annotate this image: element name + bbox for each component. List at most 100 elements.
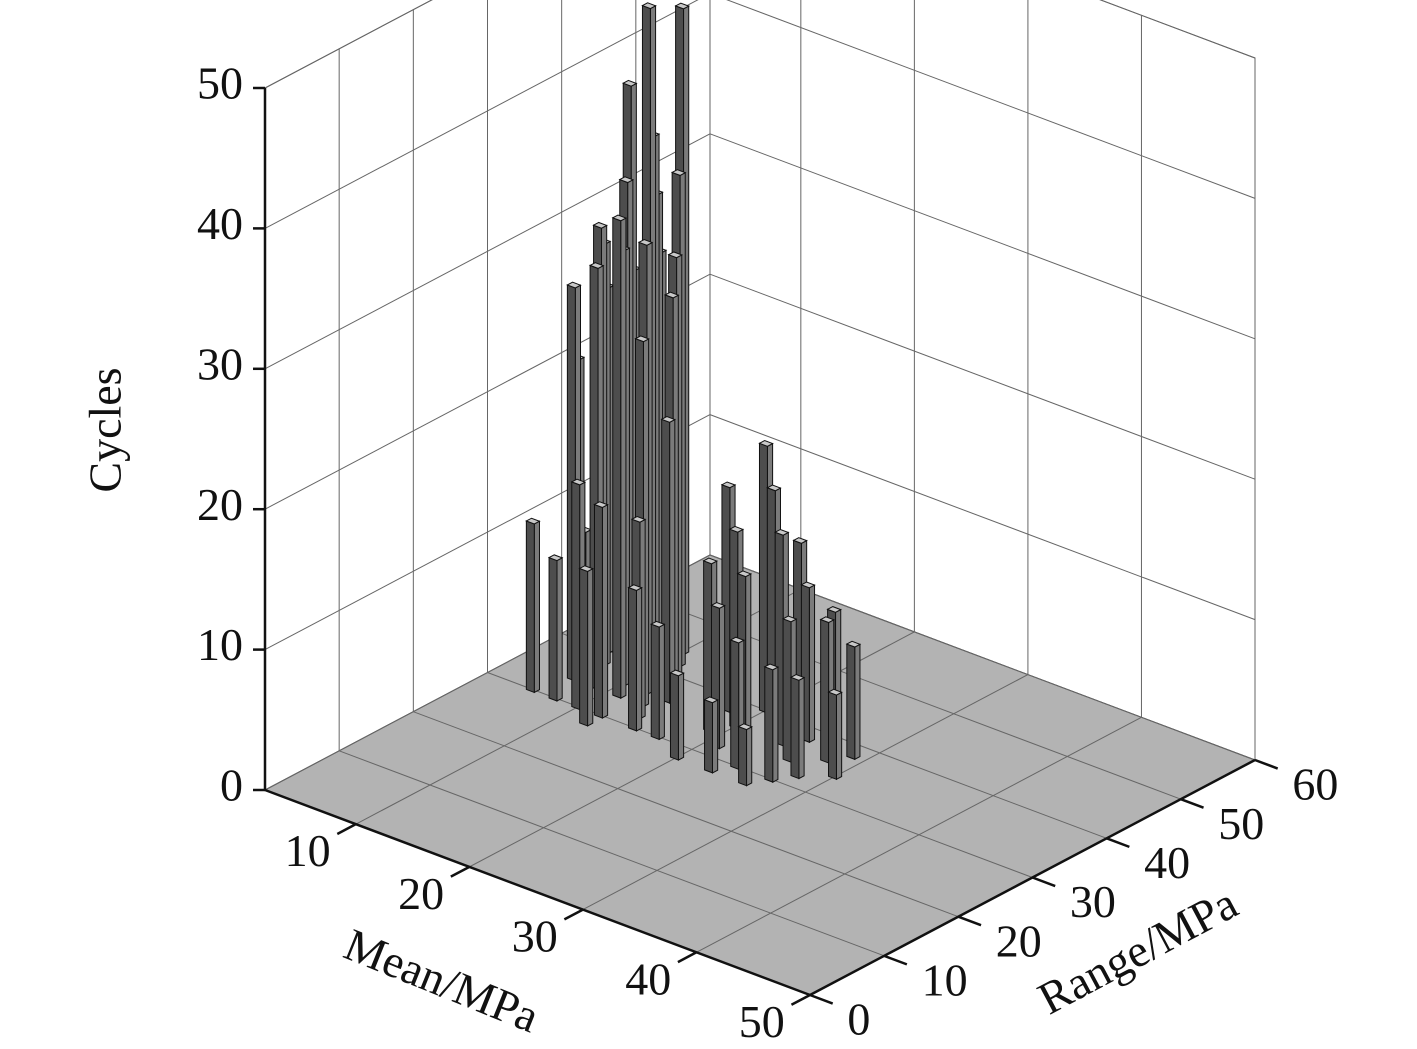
bar-side [658,623,665,741]
bar-top [781,615,798,623]
bar [547,554,564,702]
bar-top [736,570,753,578]
bar [763,663,780,783]
bar-front [669,672,679,761]
z-axis-title: Cycles [80,367,131,492]
bar-front [548,556,558,702]
bar-top [800,581,816,589]
bar-front [704,698,713,774]
bar-side [798,676,805,780]
bar-top [826,606,842,613]
x-tick-label: 40 [625,953,671,1004]
bar-top [845,640,862,648]
bar-front [628,586,637,732]
bar-side [556,557,563,702]
bar-top [728,525,745,533]
x-tick [790,993,811,1006]
bar-front [730,639,740,771]
bar-front [782,618,792,763]
bar-top [588,262,605,269]
z-tick-label: 50 [197,58,243,109]
z-tick-label: 10 [197,619,243,670]
bar-side [533,520,540,694]
z-tick-label: 20 [197,479,243,530]
bar-side [772,666,779,783]
bar-front [593,503,603,719]
y-tick-label: 60 [1292,759,1338,810]
bar-front [828,691,837,781]
bar [593,501,609,719]
y-tick-label: 50 [1218,798,1264,849]
bar-top [618,176,635,184]
bar-front [790,676,800,780]
bar [827,688,843,781]
bar-top [819,616,835,624]
bar [737,723,753,787]
bar [525,517,541,694]
axes: 0 10 20 30 40 50 10 20 30 40 50 0 10 20 30 40 50 60 [197,58,1338,1047]
bar-top [525,517,541,525]
bar-side [808,584,816,744]
bar [789,674,806,780]
bar-top [763,663,780,671]
bar-top [670,169,687,176]
bar-top [622,79,638,87]
x-tick [677,951,698,964]
bar [703,696,719,774]
bar-side [718,604,726,750]
bar-top [641,2,657,10]
bar-top [630,515,647,523]
y-tick [957,915,982,927]
y-tick [1032,876,1056,888]
bar-side [620,217,627,699]
bar-top [669,669,685,677]
y-tick-label: 20 [996,915,1042,966]
x-tick-label: 30 [512,911,558,962]
bar-top [663,291,680,299]
x-tick [563,908,584,921]
bar [578,565,594,727]
x-tick [336,823,357,836]
bar-top [592,221,608,229]
x-tick-label: 50 [739,996,785,1047]
bar-top [593,501,609,509]
bar-top [611,214,628,222]
bar-top [729,636,746,644]
y-tick [1254,758,1279,770]
bar [650,620,666,741]
bar-front [571,481,581,711]
x-tick [450,865,470,878]
bar-top [547,554,564,562]
bar-side [854,643,861,761]
bar-top [660,416,677,423]
x-tick-label: 20 [398,868,444,919]
bar-top [758,440,774,447]
bar-top [667,251,683,259]
bar-front [525,520,535,694]
bar-front [820,618,830,764]
bar-top [774,528,790,536]
bar-top [702,557,718,565]
bar-front [650,623,660,741]
bar-side [587,567,594,727]
y-axis-title: Range/MPa [1030,877,1246,1024]
bar-front [579,567,589,727]
bar-top [792,537,808,544]
bar-side [677,672,685,761]
bar-top [634,335,650,343]
z-tick-label: 0 [220,760,243,811]
y-tick [1106,837,1130,849]
y-tick-label: 40 [1144,837,1190,888]
bar-side [669,418,676,704]
bar-top [578,565,594,573]
bar-side [745,573,752,746]
bars [525,2,862,787]
bar-side [601,503,609,719]
z-tick-label: 40 [197,198,243,249]
y-axis [809,758,1256,997]
bar-top [827,688,843,696]
grid-line [1099,0,1256,59]
grid-line [413,711,959,918]
y-tick-label: 30 [1070,876,1116,927]
